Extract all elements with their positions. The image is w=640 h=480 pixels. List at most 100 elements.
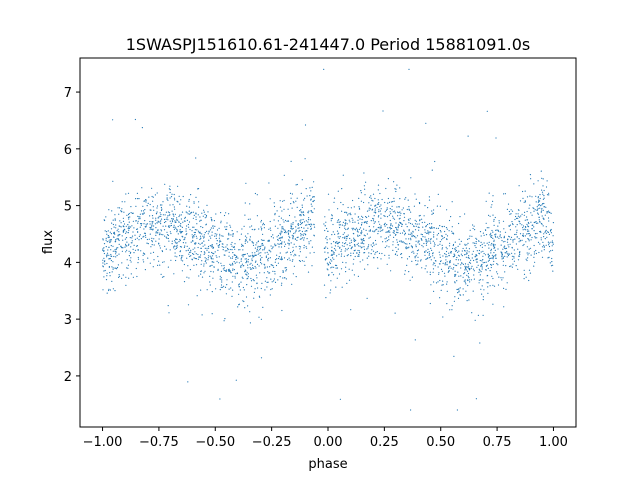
scatter-point [476, 238, 478, 240]
scatter-point [310, 199, 312, 201]
scatter-point [410, 239, 412, 241]
scatter-point [547, 257, 549, 259]
scatter-point [204, 270, 206, 272]
scatter-point [342, 174, 344, 176]
scatter-point [264, 246, 266, 248]
scatter-point [486, 264, 488, 266]
scatter-point [234, 243, 236, 245]
scatter-point [343, 232, 346, 234]
scatter-point [175, 227, 177, 229]
scatter-point [403, 229, 405, 231]
scatter-point [254, 265, 256, 268]
scatter-point [537, 197, 539, 199]
scatter-point [203, 234, 205, 236]
scatter-point [190, 255, 192, 257]
scatter-point [106, 233, 108, 235]
scatter-point [529, 234, 532, 236]
scatter-point [428, 253, 431, 255]
scatter-point [203, 236, 205, 238]
scatter-point [206, 204, 208, 206]
scatter-point [193, 235, 195, 237]
scatter-point [249, 311, 251, 313]
scatter-point [486, 242, 488, 244]
scatter-point [516, 236, 518, 238]
scatter-point [368, 207, 370, 209]
scatter-point [504, 193, 506, 195]
scatter-point [326, 236, 328, 238]
scatter-point [257, 240, 259, 242]
scatter-point [336, 255, 338, 257]
scatter-point [294, 232, 296, 234]
scatter-point [174, 248, 176, 250]
scatter-point [225, 293, 227, 295]
scatter-point [167, 199, 169, 201]
scatter-point [452, 244, 454, 247]
scatter-point [476, 266, 478, 268]
scatter-point [285, 230, 287, 233]
scatter-point [366, 248, 368, 250]
x-tick-label: −0.25 [252, 435, 292, 450]
scatter-point [238, 286, 240, 288]
scatter-point [253, 280, 255, 282]
scatter-point [338, 221, 340, 224]
scatter-point [522, 234, 524, 237]
scatter-point [196, 295, 198, 297]
scatter-point [249, 263, 251, 265]
scatter-point [110, 259, 112, 262]
scatter-point [471, 253, 473, 255]
scatter-point [171, 219, 173, 221]
scatter-point [119, 220, 121, 222]
scatter-point [465, 253, 467, 255]
scatter-point [125, 284, 127, 286]
scatter-point [176, 200, 178, 202]
scatter-point [396, 251, 398, 253]
scatter-point [159, 212, 161, 214]
scatter-point [235, 254, 237, 256]
scatter-point [174, 252, 176, 254]
scatter-point [542, 185, 544, 187]
scatter-point [543, 236, 545, 238]
scatter-point [256, 282, 258, 285]
scatter-point [285, 269, 288, 271]
scatter-point [259, 249, 261, 251]
scatter-point [356, 230, 358, 232]
scatter-point [207, 255, 210, 257]
scatter-point [546, 194, 549, 196]
scatter-point [547, 241, 550, 243]
scatter-point [128, 243, 130, 245]
scatter-point [311, 211, 313, 213]
scatter-point [205, 223, 207, 225]
scatter-point [339, 398, 341, 400]
scatter-point [479, 274, 481, 276]
scatter-point [470, 267, 472, 269]
scatter-point [166, 234, 169, 236]
scatter-point [379, 223, 381, 225]
scatter-point [112, 245, 114, 247]
scatter-point [183, 246, 185, 248]
scatter-point [409, 233, 411, 236]
scatter-point [326, 268, 328, 270]
scatter-point [253, 267, 255, 269]
scatter-point [112, 268, 114, 270]
scatter-point [125, 237, 128, 239]
scatter-point [271, 248, 273, 250]
scatter-point [545, 206, 547, 208]
scatter-point [265, 256, 267, 258]
scatter-point [117, 234, 119, 236]
scatter-point [166, 197, 168, 199]
scatter-point [147, 243, 149, 245]
scatter-point [326, 242, 328, 244]
scatter-point [162, 201, 164, 203]
scatter-point [361, 241, 363, 243]
scatter-point [296, 197, 298, 199]
scatter-point [468, 261, 471, 263]
scatter-point [105, 237, 107, 239]
scatter-point [402, 207, 404, 209]
scatter-point [511, 252, 513, 254]
scatter-point [382, 110, 384, 112]
scatter-point [189, 228, 191, 231]
scatter-point [378, 211, 380, 213]
scatter-point [143, 232, 146, 234]
scatter-point [411, 247, 413, 249]
